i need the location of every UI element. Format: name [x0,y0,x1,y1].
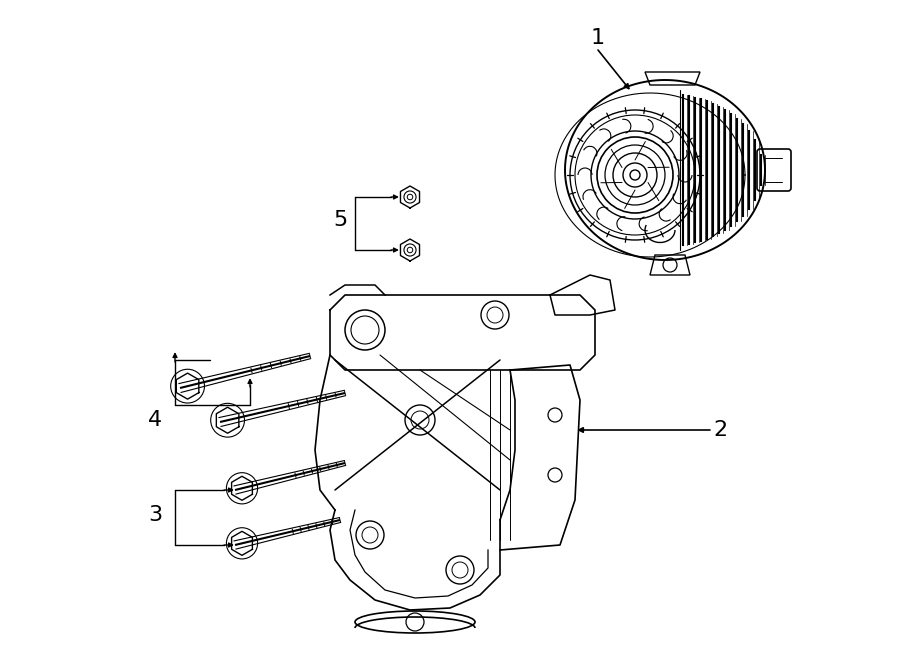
Polygon shape [645,72,700,85]
Polygon shape [216,407,239,433]
Polygon shape [176,373,199,399]
Text: 5: 5 [333,210,347,230]
Polygon shape [231,477,252,500]
Polygon shape [650,255,690,275]
Text: 1: 1 [591,28,605,48]
Polygon shape [231,531,252,555]
Ellipse shape [355,611,475,633]
Text: 2: 2 [713,420,727,440]
Text: 4: 4 [148,410,162,430]
FancyBboxPatch shape [757,149,791,191]
Text: 3: 3 [148,505,162,525]
